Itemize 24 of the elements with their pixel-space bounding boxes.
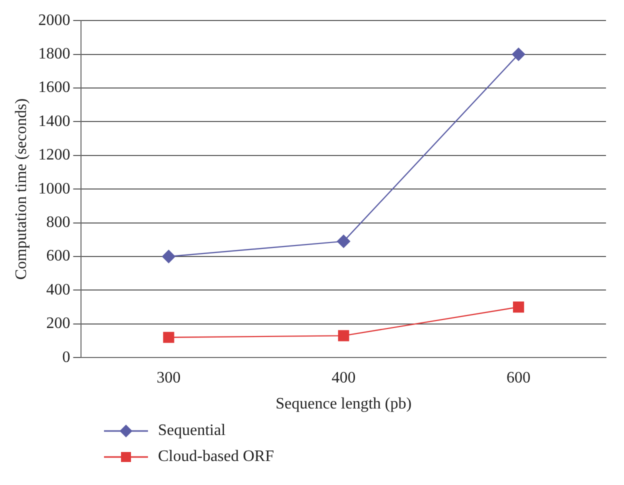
y-tick-label: 1400 <box>38 112 70 130</box>
y-tick-label: 1800 <box>38 46 70 63</box>
legend-label: Cloud-based ORF <box>158 448 274 466</box>
y-tick-label: 1000 <box>38 180 70 198</box>
y-tick-label: 200 <box>46 315 70 332</box>
point <box>162 250 176 264</box>
point <box>512 302 524 313</box>
x-tick-label: 400 <box>332 369 356 386</box>
x-tick-label: 300 <box>156 369 181 386</box>
y-tick-label: 2000 <box>38 12 70 29</box>
y-tick-label: 400 <box>46 281 70 298</box>
y-axis-title: Computation time (seconds) <box>12 98 30 280</box>
x-axis-title: Sequence length (pb) <box>276 396 412 413</box>
point <box>338 330 350 342</box>
legend-label: Sequential <box>158 422 226 440</box>
point <box>337 234 350 248</box>
y-tick-label: 1600 <box>38 79 70 96</box>
x-tick-label: 600 <box>506 369 531 386</box>
point <box>512 48 526 61</box>
y-tick-label: 0 <box>62 348 70 366</box>
point <box>163 332 174 343</box>
y-tick-label: 800 <box>46 214 70 232</box>
y-tick-label: 1200 <box>38 146 70 164</box>
y-tick-label: 600 <box>46 248 70 265</box>
